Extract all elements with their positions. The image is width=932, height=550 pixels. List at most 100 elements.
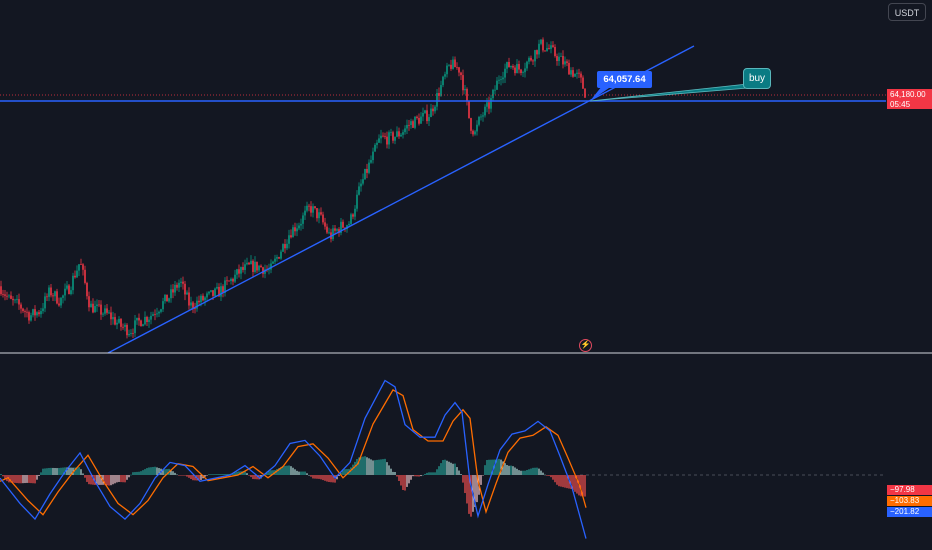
candle-body <box>516 63 518 74</box>
histogram-bar <box>410 475 412 480</box>
last-price-value: 64,180.00 <box>890 90 926 99</box>
histogram-bar <box>118 475 120 482</box>
candle-body <box>550 45 552 49</box>
candle-body <box>200 295 202 303</box>
candle-body <box>244 264 246 270</box>
price-callout-pointer <box>590 86 612 101</box>
histogram-bar <box>540 470 542 475</box>
candle-body <box>334 228 336 231</box>
lightning-icon[interactable]: ⚡ <box>579 339 592 352</box>
histogram-bar <box>16 475 18 484</box>
candle-body <box>108 312 110 314</box>
candle-body <box>132 333 134 334</box>
candle-body <box>90 303 92 308</box>
histogram-bar <box>38 475 40 477</box>
histogram-bar <box>232 473 234 475</box>
candle-body <box>332 228 334 240</box>
candle-body <box>434 106 436 112</box>
candle-body <box>92 303 94 313</box>
candle-body <box>170 289 172 299</box>
histogram-bar <box>550 475 552 478</box>
candle-body <box>138 317 140 321</box>
buy-callout[interactable]: buy <box>743 68 771 89</box>
histogram-bar <box>506 464 508 475</box>
candle-body <box>340 221 342 233</box>
histogram-bar <box>536 467 538 475</box>
histogram-bar <box>296 470 298 475</box>
candle-body <box>406 124 408 129</box>
candle-body <box>110 312 112 320</box>
candle-body <box>70 290 72 295</box>
candle-body <box>372 151 374 161</box>
candle-body <box>426 110 428 122</box>
candle-body <box>510 66 512 68</box>
histogram-bar <box>272 470 274 475</box>
histogram-bar <box>32 475 34 484</box>
histogram-bar <box>208 474 210 475</box>
histogram-bar <box>530 468 532 475</box>
candle-body <box>366 168 368 173</box>
candle-body <box>34 309 36 316</box>
histogram-bar <box>326 475 328 482</box>
histogram-bar <box>360 457 362 475</box>
candle-body <box>570 70 572 75</box>
candle-body <box>394 136 396 141</box>
price-callout[interactable]: 64,057.64 <box>597 71 652 88</box>
histogram-bar <box>370 459 372 475</box>
histogram-bar <box>28 475 30 483</box>
histogram-bar <box>346 469 348 475</box>
trendline[interactable] <box>107 45 695 354</box>
candle-body <box>64 288 66 296</box>
candle-body <box>456 67 458 68</box>
histogram-bar <box>108 475 110 486</box>
histogram-bar <box>408 475 410 484</box>
candle-body <box>382 135 384 137</box>
macd-signal-line <box>0 389 587 516</box>
candle-body <box>430 108 432 118</box>
candle-body <box>446 65 448 75</box>
candle-body <box>190 302 192 306</box>
histogram-bar <box>576 475 578 494</box>
histogram-bar <box>400 475 402 486</box>
candle-body <box>122 326 124 328</box>
candle-body <box>114 317 116 325</box>
histogram-bar <box>448 461 450 475</box>
candle-body <box>442 76 444 86</box>
histogram-bar <box>298 471 300 475</box>
candle-body <box>146 316 148 323</box>
histogram-bar <box>68 467 70 475</box>
histogram-bar <box>428 472 430 475</box>
candle-body <box>270 263 272 270</box>
histogram-bar <box>148 467 150 475</box>
histogram-bar <box>378 459 380 475</box>
histogram-bar <box>548 475 550 476</box>
candle-body <box>220 286 222 297</box>
histogram-bar <box>76 467 78 475</box>
candle-body <box>306 205 308 211</box>
histogram-bar <box>90 475 92 485</box>
candle-body <box>452 59 454 69</box>
candle-body <box>498 79 500 81</box>
candle-body <box>222 286 224 293</box>
histogram-bar <box>482 475 484 476</box>
candle-body <box>228 280 230 282</box>
histogram-bar <box>312 475 314 479</box>
candle-body <box>484 106 486 116</box>
signal-value-badge: −103.83 <box>887 496 932 506</box>
currency-button[interactable]: USDT <box>888 3 926 21</box>
histogram-bar <box>292 467 294 475</box>
candle-body <box>212 290 214 296</box>
candle-body <box>128 333 130 336</box>
candle-body <box>18 299 20 305</box>
histogram-bar <box>450 462 452 475</box>
histogram-bar <box>470 475 472 517</box>
candle-body <box>490 98 492 109</box>
histogram-bar <box>278 468 280 475</box>
candle-body <box>8 295 10 297</box>
histogram-bar <box>174 472 176 475</box>
histogram-bar <box>54 468 56 475</box>
histogram-bar <box>128 475 130 478</box>
candle-body <box>424 110 426 113</box>
candle-body <box>102 313 104 315</box>
